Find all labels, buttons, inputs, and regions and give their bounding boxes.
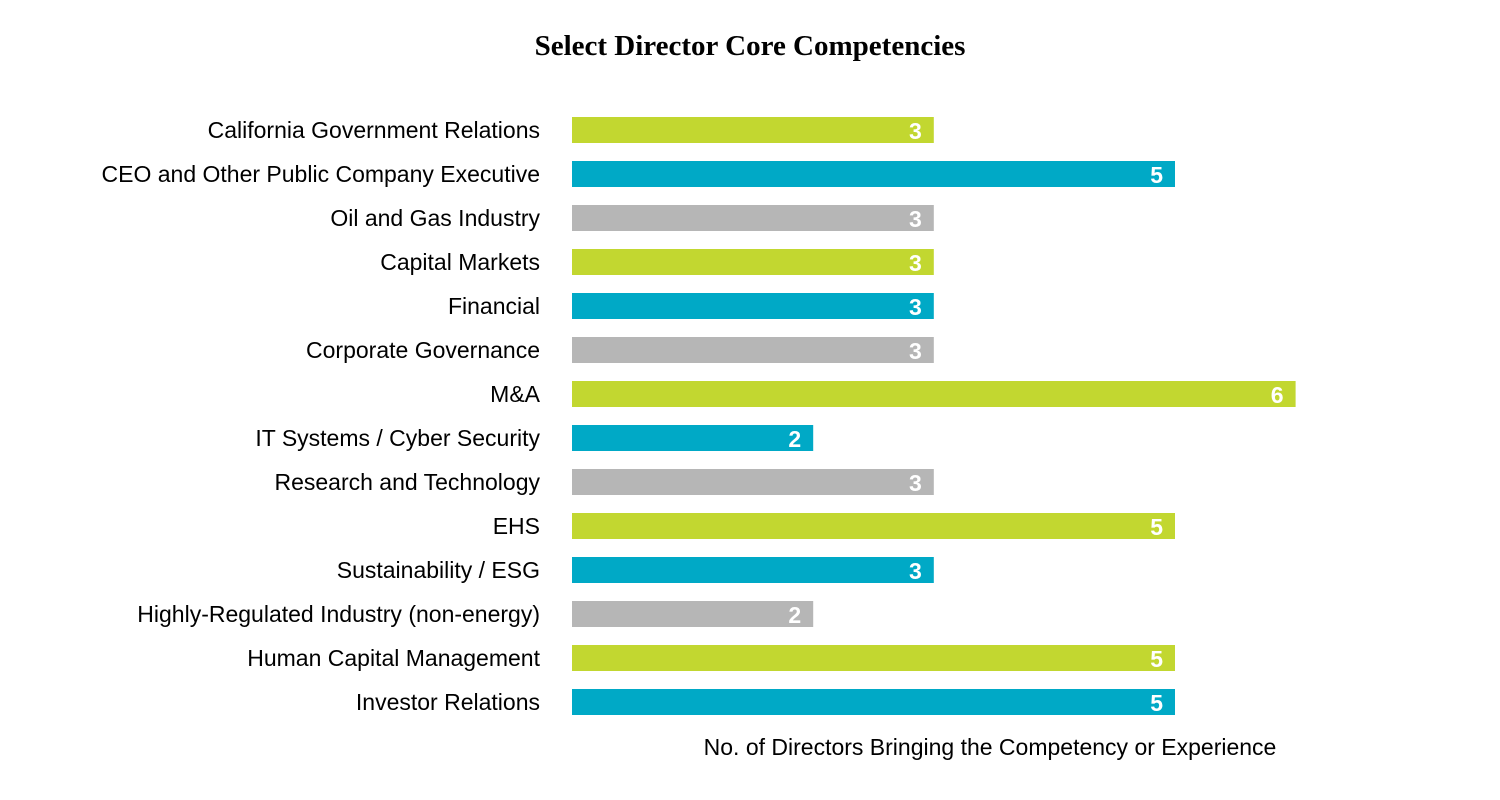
bar: [572, 293, 934, 319]
bar: [572, 117, 934, 143]
category-label: Capital Markets: [380, 249, 540, 275]
category-label: M&A: [490, 381, 541, 407]
bar: [572, 513, 1175, 539]
bar-value-label: 6: [1271, 382, 1284, 408]
bar-value-label: 5: [1150, 162, 1163, 188]
category-label: Sustainability / ESG: [337, 557, 540, 583]
bar: [572, 689, 1175, 715]
bar-value-label: 5: [1150, 646, 1163, 672]
bar: [572, 249, 934, 275]
category-label: Oil and Gas Industry: [330, 205, 540, 231]
category-label: Financial: [448, 293, 540, 319]
category-label: EHS: [493, 513, 540, 539]
bar-value-label: 3: [909, 294, 922, 320]
category-label: CEO and Other Public Company Executive: [102, 161, 540, 187]
category-label: Research and Technology: [274, 469, 540, 495]
category-label: Human Capital Management: [247, 645, 540, 671]
bar: [572, 601, 814, 627]
bar: [572, 557, 934, 583]
category-label: IT Systems / Cyber Security: [255, 425, 540, 451]
bar: [572, 381, 1296, 407]
bar-value-label: 3: [909, 250, 922, 276]
bar: [572, 337, 934, 363]
category-label: Highly-Regulated Industry (non-energy): [137, 601, 540, 627]
bar: [572, 469, 934, 495]
bar: [572, 645, 1175, 671]
bar: [572, 425, 814, 451]
bar-value-label: 3: [909, 470, 922, 496]
bar-value-label: 3: [909, 206, 922, 232]
category-label: California Government Relations: [208, 117, 540, 143]
category-label: Investor Relations: [356, 689, 540, 715]
chart-title: Select Director Core Competencies: [534, 30, 966, 62]
bar-value-label: 3: [909, 118, 922, 144]
bar-value-label: 2: [788, 602, 801, 628]
bar-value-label: 3: [909, 558, 922, 584]
bar-value-label: 5: [1150, 514, 1163, 540]
category-label: Corporate Governance: [306, 337, 540, 363]
bar-value-label: 2: [788, 426, 801, 452]
bar-value-label: 5: [1150, 690, 1163, 716]
x-axis-label: No. of Directors Bringing the Competency…: [703, 734, 1277, 760]
bar: [572, 205, 934, 231]
bar: [572, 161, 1175, 187]
bar-value-label: 3: [909, 338, 922, 364]
